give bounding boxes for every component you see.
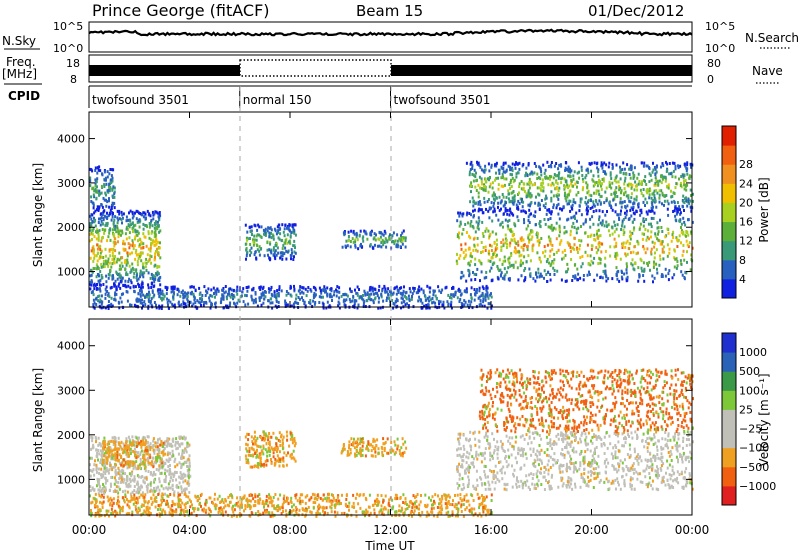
power-colorbar-tick: 20 bbox=[739, 196, 753, 209]
velocity-panel: 1000 2000 3000 4000 Slant Range [km] 1000 50… bbox=[31, 318, 776, 518]
colorbar-segment bbox=[722, 240, 736, 261]
power-colorbar-tick: 28 bbox=[739, 158, 753, 171]
freq-tick-bottom: 8 bbox=[70, 73, 77, 86]
power-y-ticks: 1000 2000 3000 4000 bbox=[57, 133, 692, 279]
colorbar-segment bbox=[722, 221, 736, 242]
freq-band-1 bbox=[89, 65, 240, 76]
x-tick-label: 16:00 bbox=[474, 523, 509, 537]
colorbar-segment bbox=[722, 259, 736, 280]
colorbar-segment bbox=[722, 145, 736, 165]
colorbar-segment bbox=[722, 333, 736, 353]
y-tick-label: 2000 bbox=[57, 221, 85, 234]
freq-band-3 bbox=[391, 65, 692, 76]
nave-label: Nave bbox=[752, 64, 783, 78]
cpid-segment-label: twofsound 3501 bbox=[92, 93, 189, 107]
count-strip: N.Sky 10^5 10^0 10^5 10^0 N.Search bbox=[2, 20, 799, 55]
power-colorbar: 4 8 12 16 20 24 28 bbox=[721, 125, 753, 299]
velocity-colorbar-tick: −25 bbox=[739, 423, 762, 436]
velocity-scatter bbox=[89, 368, 694, 518]
velocity-y-ticks: 1000 2000 3000 4000 bbox=[57, 340, 692, 486]
colorbar-segment bbox=[722, 202, 736, 223]
freq-label-top: Freq. bbox=[6, 55, 36, 69]
velocity-colorbar-tick: 100 bbox=[739, 384, 760, 397]
colorbar-segment bbox=[722, 164, 736, 184]
velocity-colorbar-tick: 1000 bbox=[739, 346, 767, 359]
colorbar-segment bbox=[722, 409, 736, 430]
nsky-line bbox=[88, 28, 693, 37]
colorbar-segment bbox=[722, 183, 736, 203]
y-tick-label: 2000 bbox=[57, 429, 85, 442]
power-colorbar-tick: 8 bbox=[739, 254, 746, 267]
colorbar-segment bbox=[722, 390, 736, 410]
velocity-colorbar-tick: −1000 bbox=[739, 480, 776, 493]
y-tick-label: 4000 bbox=[57, 133, 85, 146]
power-scatter bbox=[89, 160, 694, 310]
y-tick-label: 4000 bbox=[57, 340, 85, 353]
power-colorbar-label: Power [dB] bbox=[757, 177, 771, 242]
velocity-colorbar-tick: 500 bbox=[739, 365, 760, 378]
velocity-colorbar-tick: 25 bbox=[739, 403, 753, 416]
count-tick-top-right: 10^5 bbox=[705, 20, 735, 33]
nave-tick-bottom: 0 bbox=[707, 73, 714, 86]
station-title: Prince George (fitACF) bbox=[92, 1, 270, 20]
y-tick-label: 3000 bbox=[57, 177, 85, 190]
count-tick-top-left: 10^5 bbox=[53, 20, 83, 33]
cpid-segment-label: twofsound 3501 bbox=[394, 93, 491, 107]
cpid-label: CPID bbox=[8, 89, 40, 103]
velocity-ylabel: Slant Range [km] bbox=[31, 368, 45, 472]
velocity-colorbar-label: Velocity [m s⁻¹] bbox=[757, 373, 771, 466]
nsky-label: N.Sky bbox=[2, 34, 36, 48]
freq-label-unit: [MHz] bbox=[2, 67, 37, 81]
nave-band-normal bbox=[239, 59, 392, 77]
freq-tick-top: 18 bbox=[66, 57, 80, 70]
x-axis-label: Time UT bbox=[364, 539, 415, 553]
colorbar-segment bbox=[722, 126, 736, 146]
colorbar-segment bbox=[722, 466, 736, 487]
power-colorbar-tick: 16 bbox=[739, 216, 753, 229]
x-tick-label: 20:00 bbox=[574, 523, 609, 537]
velocity-colorbar-tick: −100 bbox=[739, 442, 769, 455]
mode-change-lines bbox=[239, 86, 392, 515]
y-tick-label: 1000 bbox=[57, 266, 85, 279]
velocity-colorbar: 1000 500 100 25 −25 −100 −500 −1000 bbox=[721, 332, 776, 506]
power-colorbar-tick: 4 bbox=[739, 273, 746, 286]
cpid-strip: CPID twofsound 3501 normal 150 twofsound 3… bbox=[8, 85, 692, 108]
count-tick-bottom-right: 10^0 bbox=[705, 42, 735, 55]
nave-tick-top: 80 bbox=[707, 57, 721, 70]
colorbar-segment bbox=[722, 447, 736, 468]
nsearch-label: N.Search bbox=[745, 31, 799, 45]
power-colorbar-tick: 12 bbox=[739, 235, 753, 248]
y-tick-label: 1000 bbox=[57, 473, 85, 486]
x-tick-label: 08:00 bbox=[273, 523, 308, 537]
x-tick-label: 04:00 bbox=[172, 523, 207, 537]
power-panel: 1000 2000 3000 4000 Slant Range [km] 4 8 12 16… bbox=[31, 111, 771, 310]
y-tick-label: 3000 bbox=[57, 384, 85, 397]
colorbar-segment bbox=[722, 371, 736, 391]
colorbar-segment bbox=[722, 278, 736, 299]
power-ylabel: Slant Range [km] bbox=[31, 163, 45, 267]
x-tick-label: 12:00 bbox=[373, 523, 408, 537]
x-tick-label: 00:00 bbox=[72, 523, 107, 537]
cpid-segment-label: normal 150 bbox=[243, 93, 312, 107]
freq-strip: Freq. [MHz] 18 8 80 0 Nave bbox=[2, 54, 783, 86]
colorbar-segment bbox=[722, 428, 736, 449]
colorbar-segment bbox=[722, 485, 736, 506]
date-title: 01/Dec/2012 bbox=[588, 2, 684, 20]
velocity-colorbar-tick: −500 bbox=[739, 461, 769, 474]
cpid-segments: twofsound 3501 normal 150 twofsound 3501 bbox=[88, 86, 491, 108]
colorbar-segment bbox=[722, 352, 736, 372]
x-tick-label: 00:00 bbox=[675, 523, 710, 537]
x-axis-ticks: 00:00 04:00 08:00 12:00 16:00 20:00 00:00 bbox=[72, 112, 710, 537]
power-colorbar-tick: 24 bbox=[739, 177, 753, 190]
beam-title: Beam 15 bbox=[356, 2, 423, 20]
count-tick-bottom-left: 10^0 bbox=[53, 42, 83, 55]
